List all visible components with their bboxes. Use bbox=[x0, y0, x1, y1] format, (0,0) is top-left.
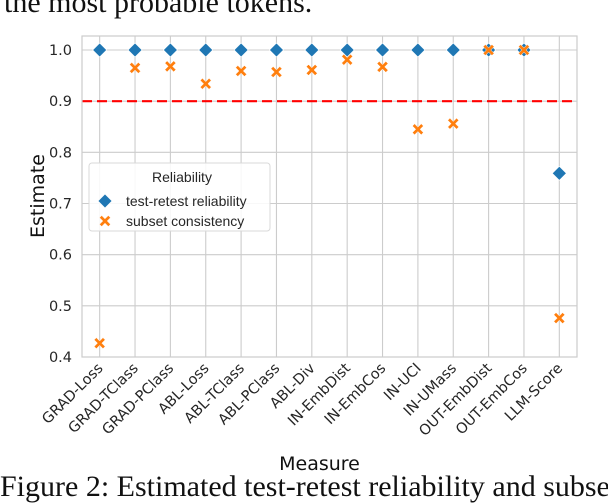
point-subset-consistency bbox=[305, 64, 318, 76]
point-test-retest bbox=[445, 42, 461, 58]
point-test-retest bbox=[375, 42, 390, 58]
y-tick-label: 0.4 bbox=[49, 350, 72, 366]
legend-entry-label: subset consistency bbox=[126, 213, 244, 229]
y-tick-label: 1.0 bbox=[49, 43, 72, 59]
legend: Reliability test-retest reliability subse… bbox=[88, 162, 271, 232]
point-subset-consistency bbox=[270, 66, 283, 78]
point-subset-consistency bbox=[482, 44, 495, 56]
point-subset-consistency bbox=[164, 60, 177, 73]
point-test-retest bbox=[339, 42, 355, 58]
y-tick-label: 0.9 bbox=[49, 94, 72, 110]
legend-marker-x-icon bbox=[99, 215, 111, 227]
x-axis-label: Measure bbox=[279, 453, 360, 475]
caption-bottom: Figure 2: Estimated test-retest reliabil… bbox=[0, 470, 608, 503]
point-test-retest bbox=[198, 42, 214, 58]
y-tick-label: 0.8 bbox=[49, 145, 72, 161]
y-tick-labels: 0.4 0.5 0.6 0.7 0.8 0.9 1.0 bbox=[49, 43, 72, 366]
point-test-retest bbox=[233, 42, 249, 58]
point-subset-consistency bbox=[376, 61, 389, 73]
y-tick-label: 0.6 bbox=[49, 248, 72, 264]
x-tick-labels: GRAD-LossGRAD-TClassGRAD-PClassABL-LossA… bbox=[39, 360, 566, 439]
legend-marker-diamond-icon bbox=[97, 193, 113, 209]
y-tick-label: 0.5 bbox=[49, 299, 72, 315]
point-test-retest bbox=[551, 165, 567, 181]
plot-frame bbox=[81, 35, 578, 358]
point-subset-consistency bbox=[412, 123, 424, 136]
point-test-retest bbox=[410, 42, 426, 58]
legend-title: Reliability bbox=[152, 169, 212, 185]
y-axis-label: Estimate bbox=[27, 154, 49, 238]
point-subset-consistency bbox=[93, 337, 106, 350]
point-subset-consistency bbox=[553, 312, 566, 324]
caption-top: the most probable tokens. bbox=[4, 0, 313, 19]
point-test-retest bbox=[162, 42, 178, 58]
point-test-retest bbox=[92, 42, 108, 58]
point-subset-consistency bbox=[447, 117, 460, 130]
point-subset-consistency bbox=[518, 44, 530, 56]
point-subset-consistency bbox=[199, 77, 212, 90]
point-test-retest bbox=[269, 42, 284, 58]
legend-box bbox=[88, 162, 271, 232]
point-subset-consistency bbox=[341, 53, 354, 66]
data-marks bbox=[92, 42, 567, 350]
point-test-retest bbox=[304, 42, 320, 58]
point-test-retest bbox=[127, 42, 143, 58]
point-subset-consistency bbox=[235, 65, 247, 77]
point-subset-consistency bbox=[129, 62, 141, 74]
legend-entry-label: test-retest reliability bbox=[126, 193, 247, 209]
y-tick-label: 0.7 bbox=[49, 197, 72, 213]
